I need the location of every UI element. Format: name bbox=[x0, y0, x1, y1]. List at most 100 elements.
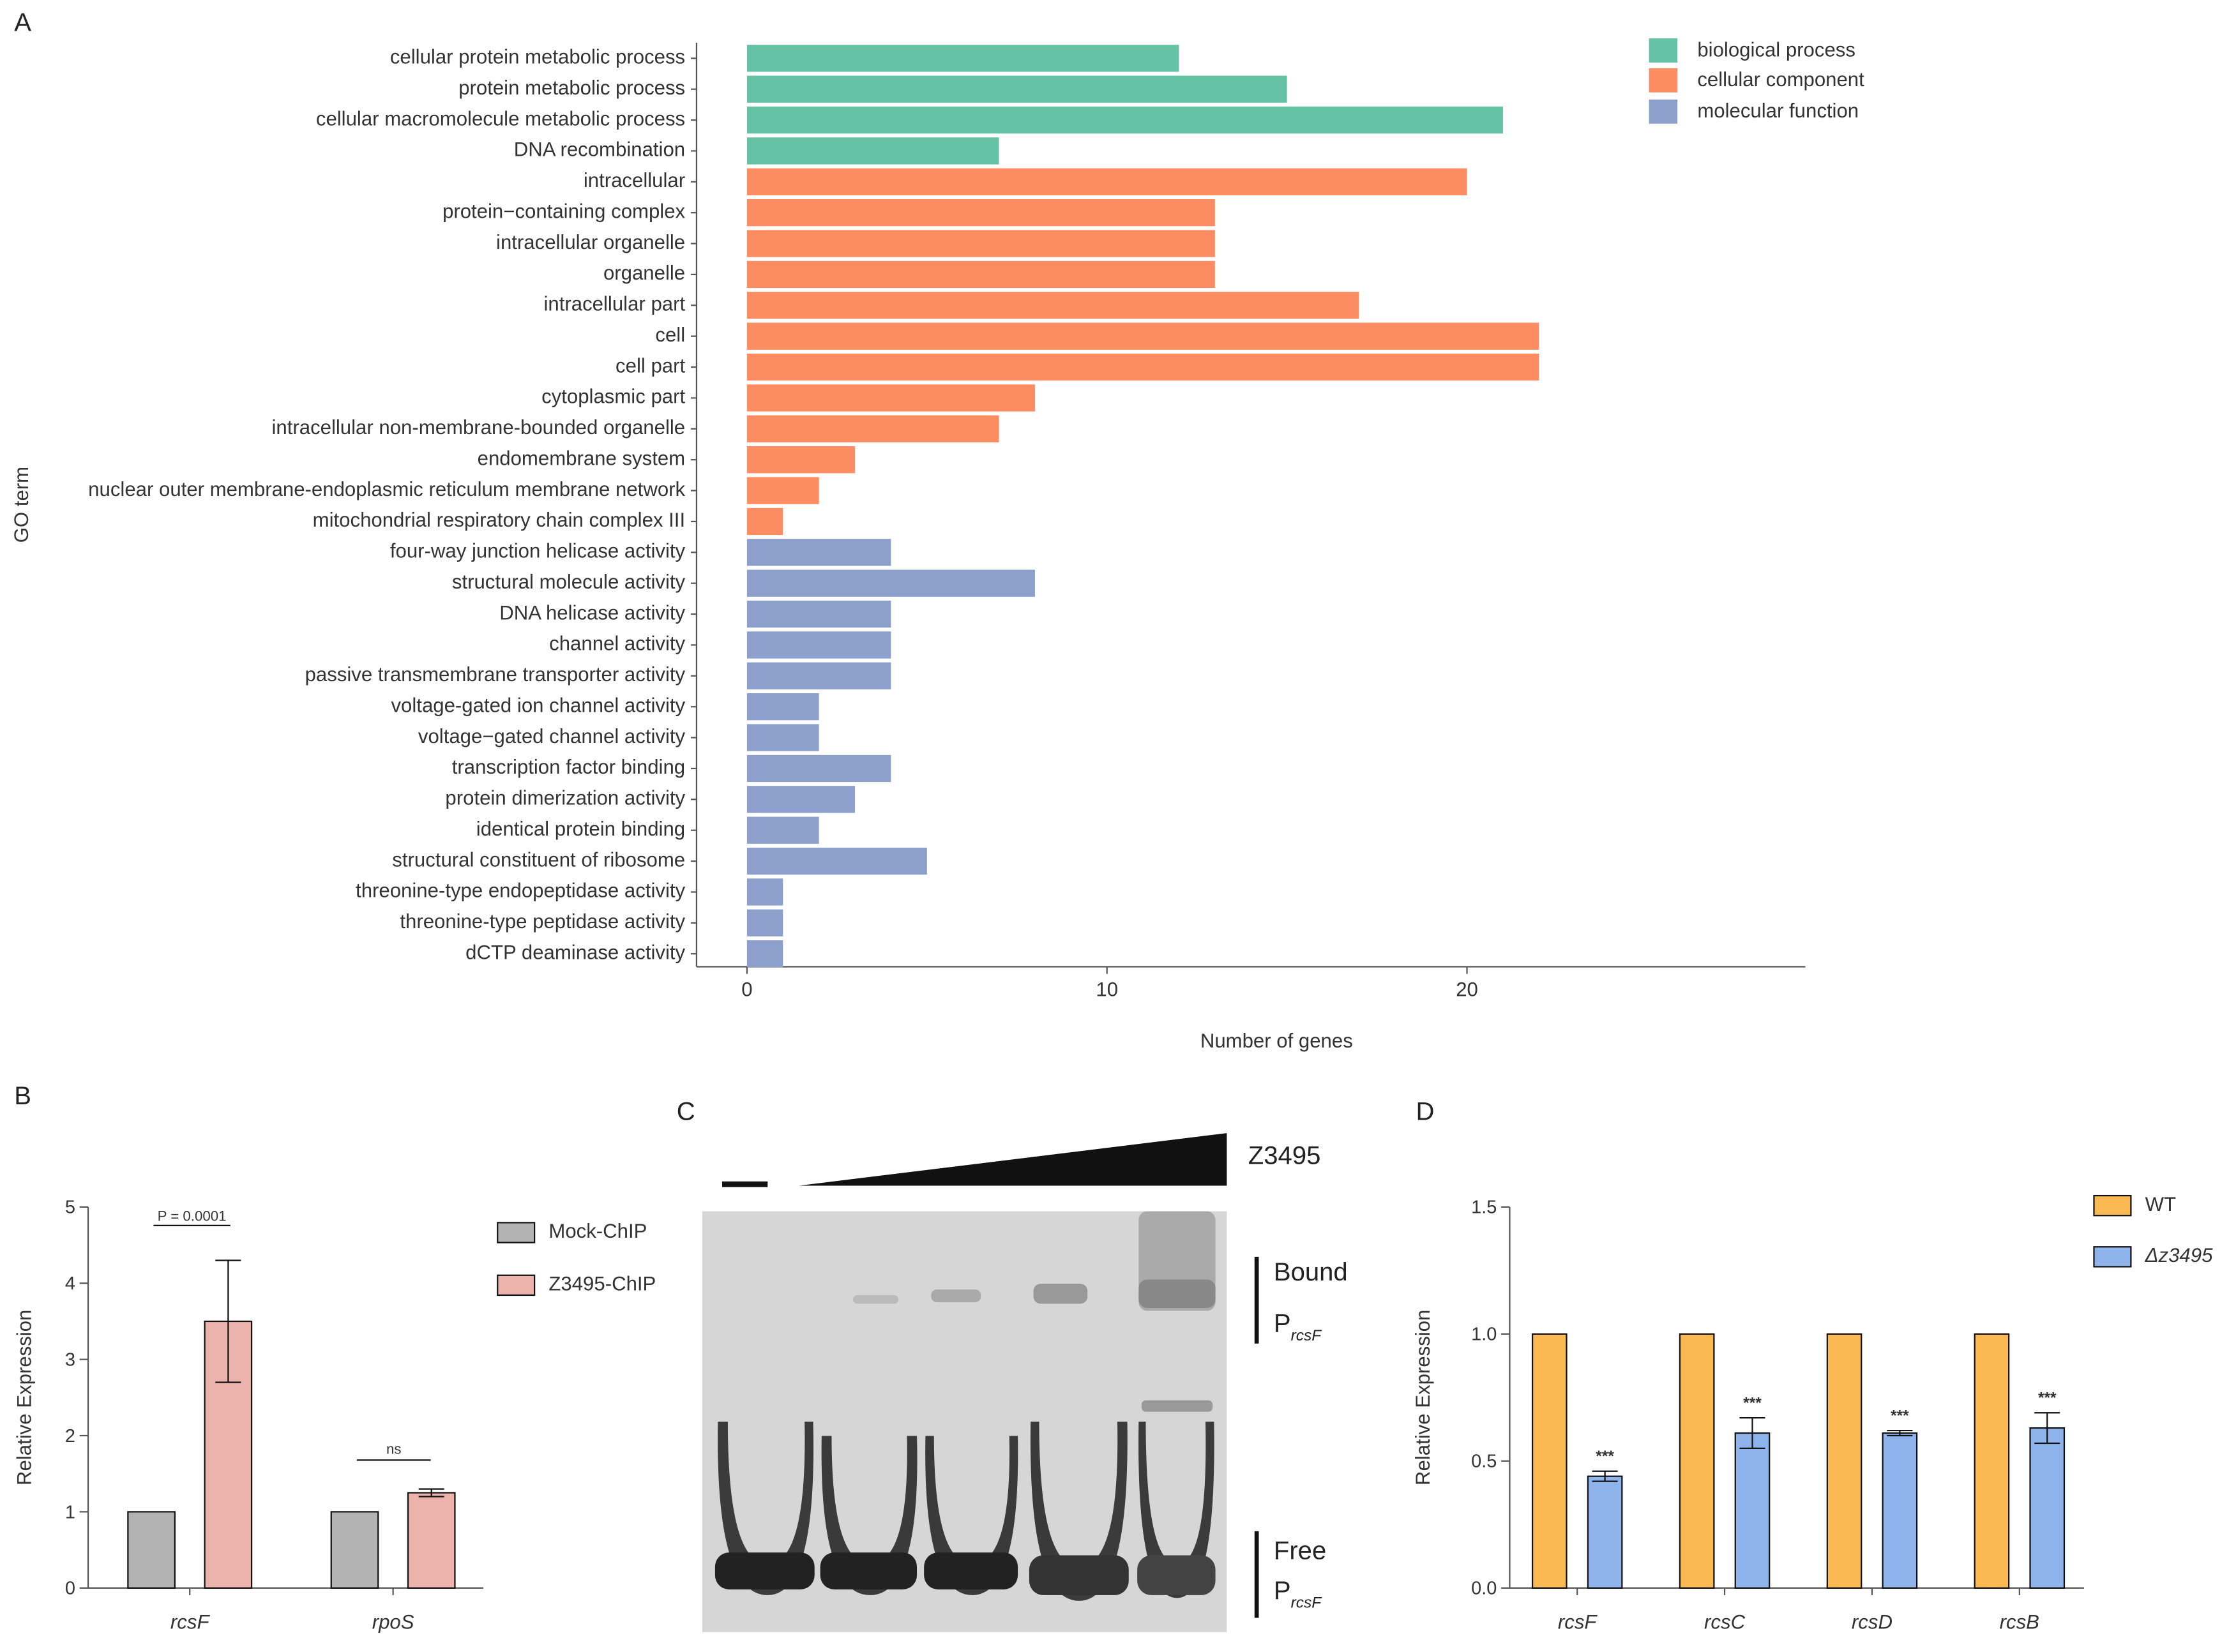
bar bbox=[746, 292, 1359, 319]
free-band bbox=[1029, 1555, 1129, 1595]
y-tick-label: threonine-type endopeptidase activity bbox=[356, 880, 685, 902]
error-bar bbox=[2034, 1412, 2060, 1445]
bar bbox=[746, 477, 819, 504]
y-tick-label: channel activity bbox=[549, 633, 685, 655]
bar bbox=[746, 909, 783, 936]
panel-label: C bbox=[677, 1097, 695, 1125]
legend-label: Z3495-ChIP bbox=[548, 1273, 656, 1295]
probe-label: P bbox=[1274, 1577, 1291, 1605]
y-tick-label: mitochondrial respiratory chain complex … bbox=[313, 509, 685, 531]
significance-label: *** bbox=[1743, 1394, 1762, 1411]
bar bbox=[1734, 1432, 1771, 1589]
x-axis-label: Number of genes bbox=[1200, 1030, 1353, 1052]
legend-swatch bbox=[2093, 1246, 2132, 1268]
legend-label: biological process bbox=[1697, 38, 1855, 61]
legend-swatch bbox=[1649, 68, 1678, 93]
y-tick-label: cytoplasmic part bbox=[541, 386, 685, 408]
legend-swatch bbox=[2093, 1194, 2132, 1217]
bound-band bbox=[931, 1289, 981, 1303]
y-tick-label: protein dimerization activity bbox=[445, 787, 685, 809]
legend-label: cellular component bbox=[1697, 68, 1864, 91]
y-tick-label: nuclear outer membrane-endoplasmic retic… bbox=[88, 478, 685, 500]
y-tick-label: structural constituent of ribosome bbox=[392, 848, 685, 871]
y-axis-label: Relative Expression bbox=[13, 1310, 35, 1485]
no-protein-bar bbox=[722, 1181, 768, 1187]
error-bar bbox=[418, 1488, 444, 1498]
x-tick-label: rcsC bbox=[1704, 1611, 1746, 1633]
bar bbox=[1679, 1333, 1715, 1589]
x-tick-label: rcsF bbox=[170, 1611, 211, 1633]
y-tick-label: cell bbox=[655, 324, 685, 346]
free-band bbox=[820, 1552, 918, 1590]
probe-subscript: rcsF bbox=[1291, 1595, 1323, 1612]
y-tick-label: 1.0 bbox=[1471, 1325, 1497, 1345]
y-tick-label: DNA helicase activity bbox=[499, 601, 685, 624]
y-tick-label: 1.5 bbox=[1471, 1198, 1497, 1218]
legend-swatch bbox=[1649, 38, 1678, 63]
bar bbox=[746, 106, 1503, 134]
y-tick-label: 1 bbox=[65, 1502, 75, 1522]
x-tick-label: rpoS bbox=[372, 1611, 414, 1633]
error-bar bbox=[1887, 1429, 1913, 1437]
free-band bbox=[714, 1552, 815, 1590]
bar bbox=[1974, 1333, 2010, 1589]
significance-label: *** bbox=[2038, 1389, 2057, 1406]
y-tick-label: 5 bbox=[65, 1198, 75, 1218]
bar bbox=[746, 693, 819, 721]
bar bbox=[746, 384, 1035, 412]
error-bar bbox=[1592, 1470, 1618, 1482]
probe-label: P bbox=[1274, 1309, 1291, 1337]
bound-label: Bound bbox=[1274, 1258, 1348, 1286]
significance-label: ns bbox=[386, 1441, 401, 1457]
legend-label: molecular function bbox=[1697, 100, 1859, 122]
bar bbox=[1587, 1475, 1623, 1589]
panel-label: B bbox=[14, 1082, 31, 1110]
bar bbox=[746, 45, 1179, 72]
significance-label: *** bbox=[1596, 1448, 1614, 1465]
y-tick-label: threonine-type peptidase activity bbox=[400, 910, 685, 933]
y-tick-label: identical protein binding bbox=[476, 818, 685, 840]
y-tick-label: protein metabolic process bbox=[458, 77, 685, 99]
y-tick-label: intracellular part bbox=[544, 293, 686, 315]
bar bbox=[2029, 1427, 2066, 1589]
y-tick-label: voltage−gated channel activity bbox=[418, 725, 686, 747]
free-band bbox=[1137, 1555, 1216, 1595]
y-tick-label: dCTP deaminase activity bbox=[465, 941, 685, 963]
y-tick-label: cellular protein metabolic process bbox=[390, 46, 685, 68]
bar bbox=[1882, 1432, 1918, 1589]
probe-subscript: rcsF bbox=[1291, 1327, 1323, 1344]
bar bbox=[746, 940, 783, 968]
bar bbox=[746, 322, 1539, 350]
y-tick-label: 2 bbox=[65, 1426, 75, 1446]
bar bbox=[746, 755, 891, 783]
legend-swatch bbox=[1649, 99, 1678, 124]
error-bar bbox=[1739, 1417, 1765, 1450]
bar bbox=[746, 446, 856, 474]
legend-label: Mock-ChIP bbox=[548, 1220, 647, 1242]
y-tick-label: DNA recombination bbox=[514, 139, 685, 161]
bar bbox=[746, 507, 783, 536]
bar bbox=[1531, 1333, 1568, 1589]
bar bbox=[746, 353, 1539, 381]
y-tick-label: transcription factor binding bbox=[452, 756, 685, 778]
x-tick-label: rcsD bbox=[1852, 1611, 1893, 1633]
y-tick-label: 0.0 bbox=[1471, 1579, 1497, 1599]
bound-band bbox=[1033, 1284, 1088, 1304]
legend-label: WT bbox=[2145, 1193, 2176, 1215]
significance-label: *** bbox=[1891, 1407, 1909, 1424]
bar bbox=[330, 1511, 379, 1589]
y-tick-label: 3 bbox=[65, 1350, 75, 1370]
bar bbox=[746, 724, 819, 751]
y-tick-label: organelle bbox=[603, 262, 685, 284]
bar bbox=[1826, 1333, 1863, 1589]
free-band bbox=[924, 1552, 1018, 1590]
error-bar bbox=[215, 1259, 241, 1383]
y-tick-label: intracellular non-membrane-bounded organ… bbox=[271, 416, 685, 439]
y-axis-label: GO term bbox=[10, 467, 33, 543]
y-tick-label: cell part bbox=[616, 354, 685, 377]
legend-swatch bbox=[497, 1222, 536, 1243]
y-tick-label: 0.5 bbox=[1471, 1452, 1497, 1472]
x-tick-label: 0 bbox=[741, 979, 752, 1001]
y-tick-label: intracellular bbox=[584, 169, 685, 191]
